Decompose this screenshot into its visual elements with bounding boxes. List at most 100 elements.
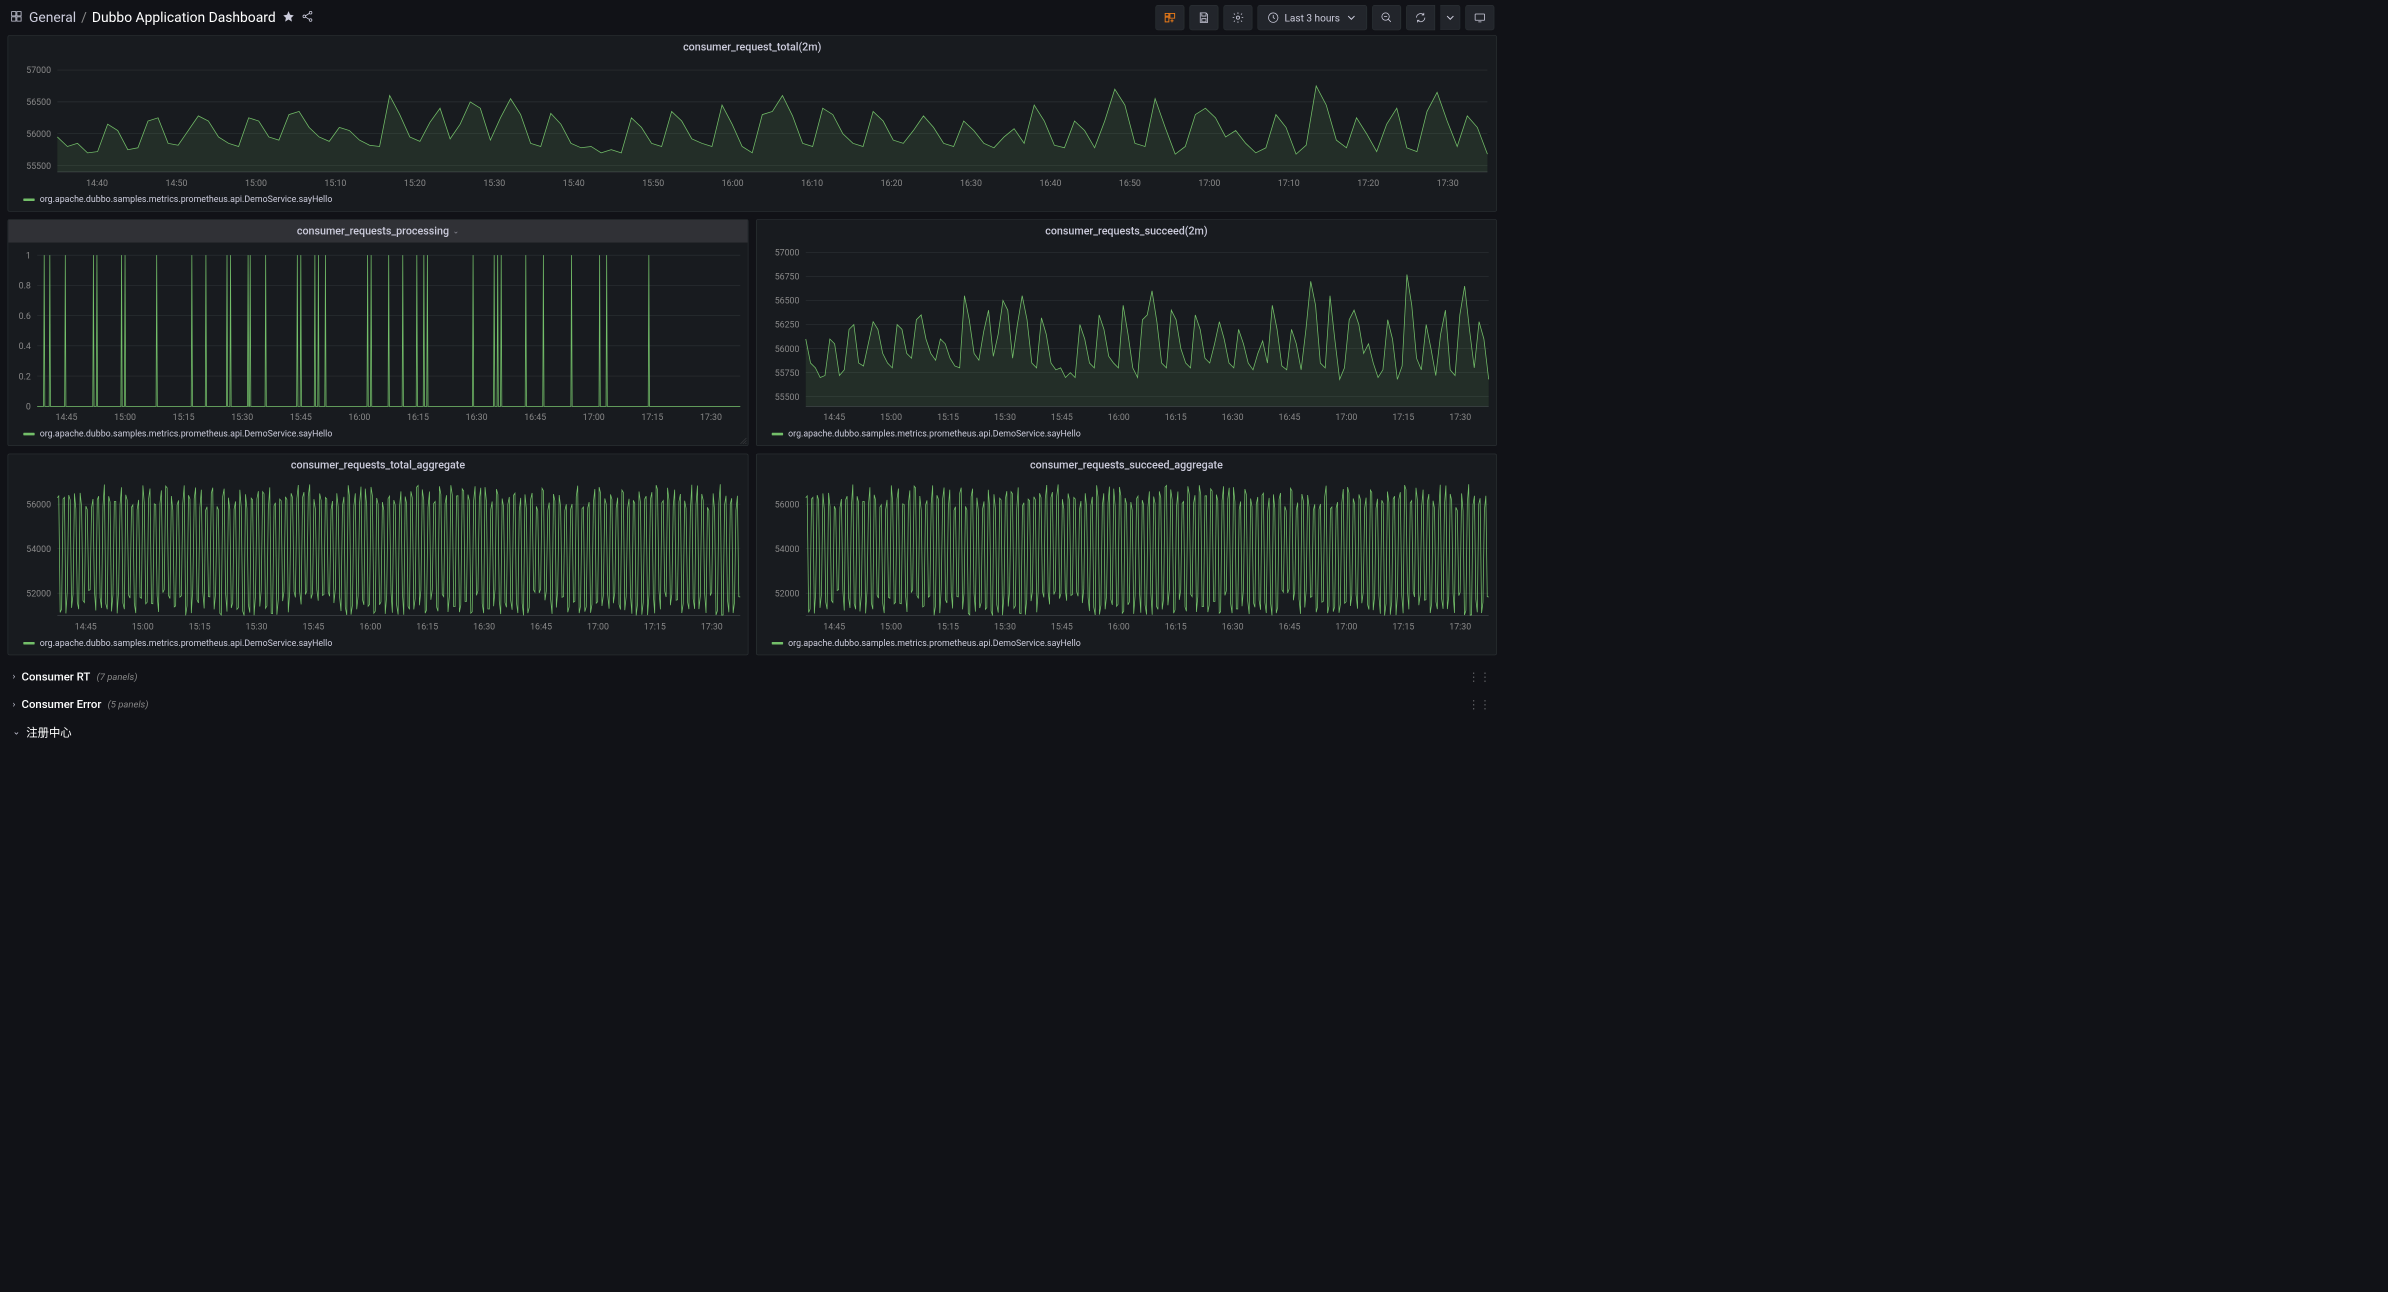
time-range-picker[interactable]: Last 3 hours	[1257, 5, 1367, 30]
legend[interactable]: org.apache.dubbo.samples.metrics.prometh…	[8, 425, 748, 445]
page-title[interactable]: Dubbo Application Dashboard	[92, 10, 276, 26]
svg-text:15:45: 15:45	[302, 622, 324, 632]
row-consumer-error[interactable]: › Consumer Error (5 panels) ⋮⋮	[8, 690, 1497, 718]
svg-text:15:30: 15:30	[246, 622, 268, 632]
svg-text:15:45: 15:45	[290, 413, 312, 423]
svg-text:54000: 54000	[26, 545, 51, 555]
legend-swatch	[772, 433, 783, 436]
row-consumer-rt[interactable]: › Consumer RT (7 panels) ⋮⋮	[8, 663, 1497, 691]
svg-text:14:45: 14:45	[75, 622, 97, 632]
svg-text:1: 1	[26, 251, 31, 261]
svg-text:16:15: 16:15	[416, 622, 438, 632]
svg-text:54000: 54000	[775, 545, 800, 555]
svg-text:14:50: 14:50	[166, 179, 188, 189]
svg-text:55500: 55500	[26, 162, 51, 172]
legend-label: org.apache.dubbo.samples.metrics.prometh…	[40, 429, 333, 439]
legend-label: org.apache.dubbo.samples.metrics.prometh…	[788, 638, 1081, 648]
svg-text:15:00: 15:00	[132, 622, 154, 632]
svg-text:15:30: 15:30	[483, 179, 505, 189]
chevron-down-icon: ⌄	[453, 227, 459, 236]
dashboard-toolbar: General / Dubbo Application Dashboard La…	[0, 0, 1504, 35]
svg-text:15:10: 15:10	[324, 179, 346, 189]
svg-text:55750: 55750	[775, 369, 800, 379]
svg-text:15:20: 15:20	[404, 179, 426, 189]
svg-text:15:30: 15:30	[994, 622, 1016, 632]
svg-text:16:00: 16:00	[1108, 622, 1130, 632]
svg-text:16:45: 16:45	[524, 413, 546, 423]
svg-text:56000: 56000	[775, 345, 800, 355]
svg-text:16:00: 16:00	[348, 413, 370, 423]
panel-title[interactable]: consumer_requests_succeed_aggregate	[757, 454, 1497, 477]
svg-text:17:15: 17:15	[1392, 622, 1414, 632]
svg-text:17:20: 17:20	[1357, 179, 1379, 189]
panel-consumer-requests-succeed-aggregate[interactable]: consumer_requests_succeed_aggregate 5200…	[756, 454, 1497, 656]
panel-title[interactable]: consumer_requests_processing⌄	[8, 220, 748, 243]
svg-text:16:15: 16:15	[1165, 413, 1187, 423]
panel-consumer-requests-total-aggregate[interactable]: consumer_requests_total_aggregate 520005…	[8, 454, 749, 656]
svg-text:17:00: 17:00	[1335, 622, 1357, 632]
svg-text:16:00: 16:00	[359, 622, 381, 632]
chevron-right-icon: ›	[13, 699, 16, 709]
legend-label: org.apache.dubbo.samples.metrics.prometh…	[40, 195, 333, 205]
svg-text:16:15: 16:15	[407, 413, 429, 423]
panel-consumer-requests-succeed[interactable]: consumer_requests_succeed(2m) 55500 55750…	[756, 219, 1497, 446]
svg-text:17:30: 17:30	[1449, 413, 1471, 423]
legend[interactable]: org.apache.dubbo.samples.metrics.prometh…	[757, 425, 1497, 445]
legend[interactable]: org.apache.dubbo.samples.metrics.prometh…	[8, 191, 1496, 211]
svg-text:56000: 56000	[26, 500, 51, 510]
toolbar-left: General / Dubbo Application Dashboard	[10, 10, 313, 26]
svg-text:55500: 55500	[775, 393, 800, 403]
svg-text:16:00: 16:00	[1108, 413, 1130, 423]
svg-text:16:20: 16:20	[881, 179, 903, 189]
svg-text:0: 0	[26, 403, 31, 413]
svg-text:14:45: 14:45	[55, 413, 77, 423]
add-panel-button[interactable]	[1155, 5, 1184, 30]
svg-text:56000: 56000	[775, 500, 800, 510]
svg-text:16:30: 16:30	[466, 413, 488, 423]
tv-mode-button[interactable]	[1465, 5, 1494, 30]
panel-consumer-requests-processing[interactable]: consumer_requests_processing⌄ 00.20.40.6…	[8, 219, 749, 446]
zoom-out-button[interactable]	[1372, 5, 1401, 30]
svg-text:15:45: 15:45	[1051, 622, 1073, 632]
drag-handle-icon[interactable]: ⋮⋮	[1468, 698, 1491, 711]
chevron-right-icon: ›	[13, 672, 16, 682]
svg-text:16:00: 16:00	[722, 179, 744, 189]
svg-text:16:30: 16:30	[473, 622, 495, 632]
panel-title[interactable]: consumer_requests_succeed(2m)	[757, 220, 1497, 243]
apps-icon[interactable]	[10, 10, 23, 25]
refresh-interval-button[interactable]	[1440, 5, 1460, 30]
svg-text:57000: 57000	[26, 66, 51, 76]
row-panel-count: (5 panels)	[108, 699, 149, 710]
resize-handle[interactable]	[740, 438, 746, 444]
star-icon[interactable]	[282, 10, 295, 25]
settings-button[interactable]	[1223, 5, 1252, 30]
svg-text:15:15: 15:15	[189, 622, 211, 632]
legend-swatch	[23, 198, 34, 201]
panel-consumer-request-total[interactable]: consumer_request_total(2m) 5550056000565…	[8, 35, 1497, 211]
share-icon[interactable]	[301, 10, 314, 25]
svg-text:15:15: 15:15	[937, 622, 959, 632]
svg-text:15:30: 15:30	[231, 413, 253, 423]
row-panel-count: (7 panels)	[97, 671, 138, 682]
svg-text:16:15: 16:15	[1165, 622, 1187, 632]
legend[interactable]: org.apache.dubbo.samples.metrics.prometh…	[757, 634, 1497, 654]
svg-text:17:30: 17:30	[1437, 179, 1459, 189]
panel-title[interactable]: consumer_requests_total_aggregate	[8, 454, 748, 477]
row-registry[interactable]: ⌄ 注册中心	[8, 718, 1497, 746]
svg-text:15:15: 15:15	[173, 413, 195, 423]
svg-text:17:30: 17:30	[700, 413, 722, 423]
svg-text:16:30: 16:30	[960, 179, 982, 189]
save-button[interactable]	[1189, 5, 1218, 30]
svg-text:17:15: 17:15	[1392, 413, 1414, 423]
legend[interactable]: org.apache.dubbo.samples.metrics.prometh…	[8, 634, 748, 654]
dashboard-body: consumer_request_total(2m) 5550056000565…	[0, 35, 1504, 746]
row-title: Consumer Error	[22, 698, 102, 711]
svg-text:56000: 56000	[26, 130, 51, 140]
refresh-button[interactable]	[1406, 5, 1435, 30]
breadcrumb-folder[interactable]: General	[29, 10, 76, 26]
svg-text:16:10: 16:10	[801, 179, 823, 189]
svg-text:14:45: 14:45	[823, 413, 845, 423]
svg-text:16:40: 16:40	[1039, 179, 1061, 189]
panel-title[interactable]: consumer_request_total(2m)	[8, 36, 1496, 59]
drag-handle-icon[interactable]: ⋮⋮	[1468, 670, 1491, 683]
